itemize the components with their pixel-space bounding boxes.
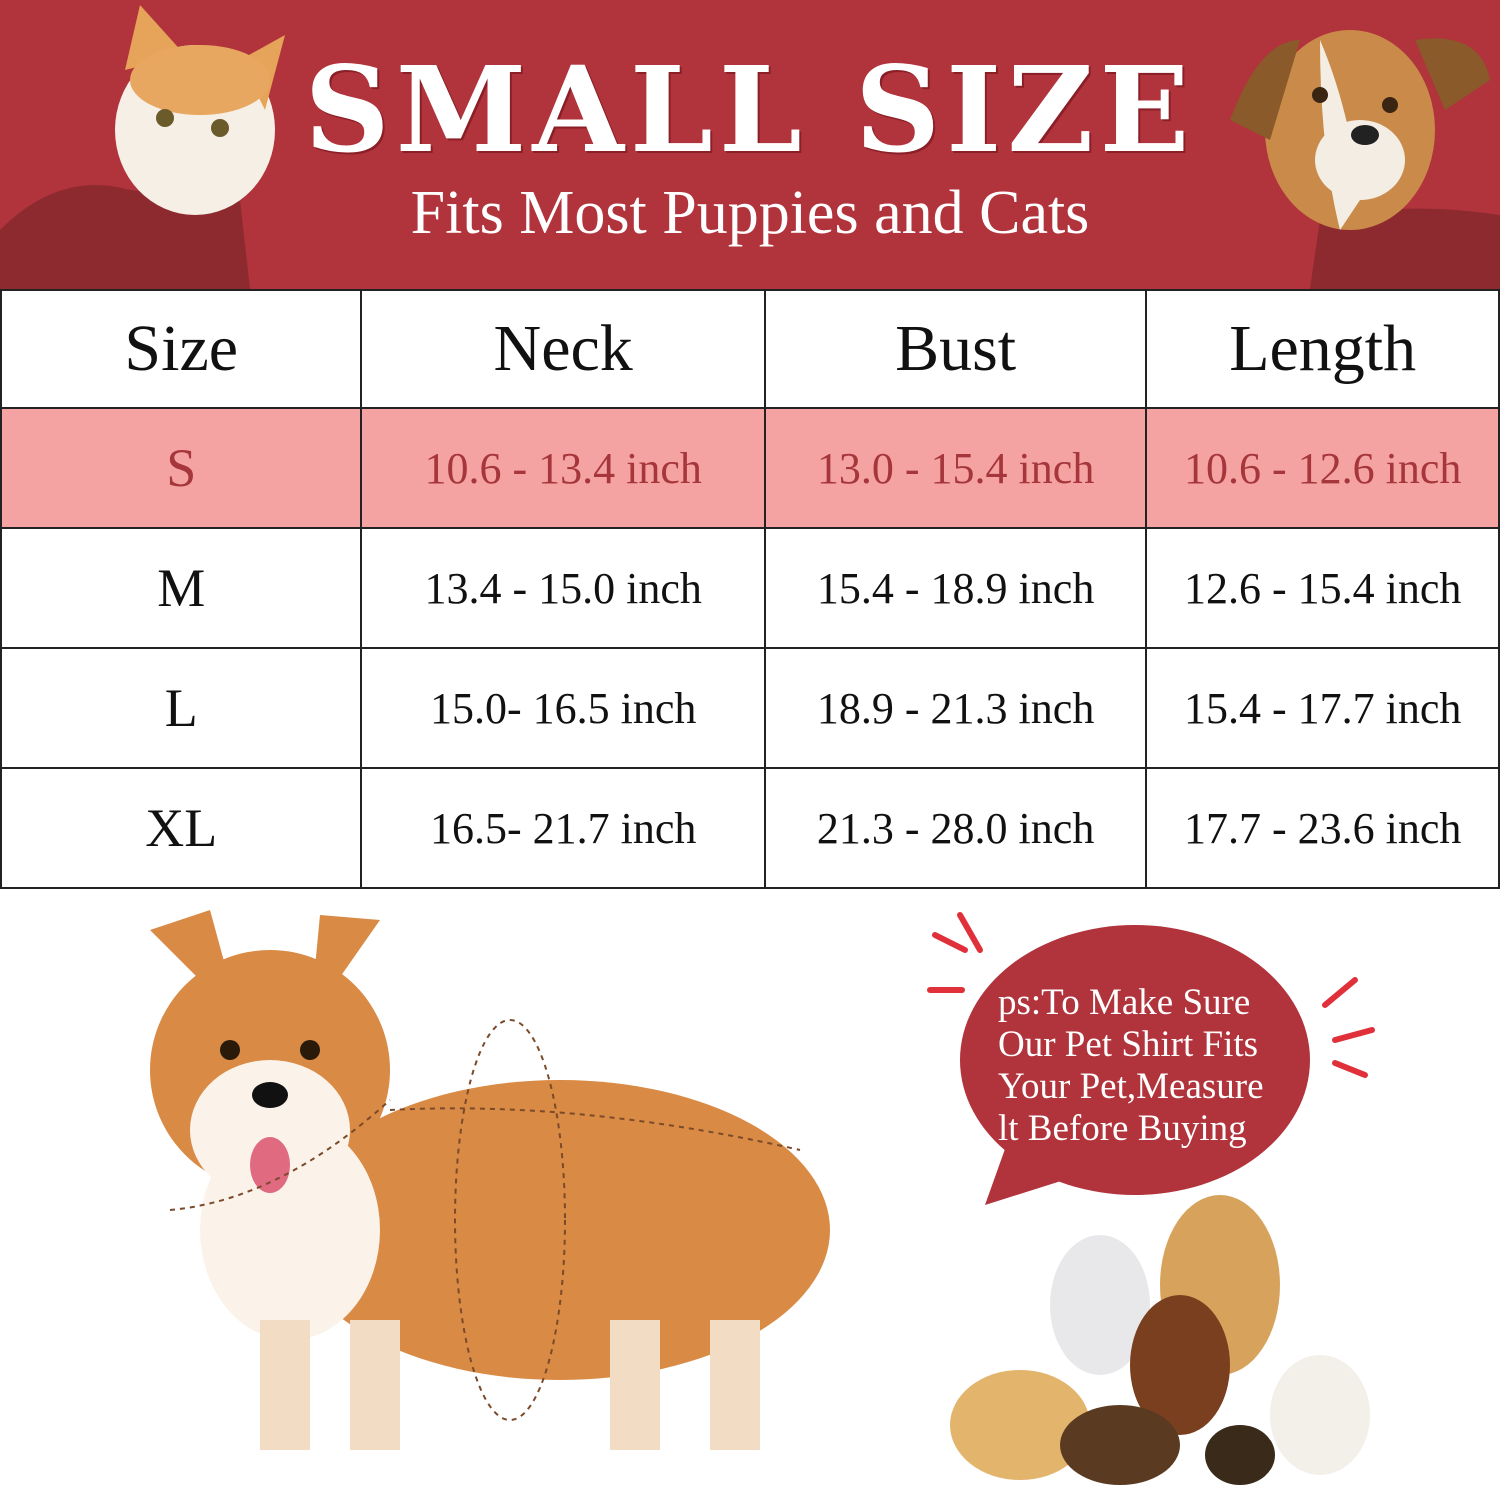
table-row: S 10.6 - 13.4 inch 13.0 - 15.4 inch 10.6… [0, 407, 1500, 529]
column-header-length: Length [1145, 289, 1500, 409]
size-cell: M [0, 527, 363, 649]
neck-cell: 15.0- 16.5 inch [360, 647, 766, 769]
note-line: Your Pet,Measure [998, 1066, 1264, 1107]
size-cell: S [0, 407, 363, 529]
dog-image [1230, 30, 1500, 289]
page-subtitle: Fits Most Puppies and Cats [410, 179, 1090, 247]
bust-cell: 21.3 - 28.0 inch [763, 767, 1148, 889]
table-row: M 13.4 - 15.0 inch 15.4 - 18.9 inch 12.6… [0, 527, 1500, 649]
length-cell: 17.7 - 23.6 inch [1145, 767, 1500, 889]
measure-note: ps:To Make Sure Our Pet Shirt Fits Your … [998, 982, 1264, 1150]
dog-group-image [950, 1195, 1370, 1485]
emphasis-lines-icon [927, 912, 1375, 1078]
size-chart-table: Size Neck Bust Length S 10.6 - 13.4 inch… [0, 289, 1500, 889]
note-line: ps:To Make Sure [998, 982, 1251, 1023]
table-header-row: Size Neck Bust Length [0, 289, 1500, 409]
cat-image [0, 5, 285, 289]
header-banner: SMALL SIZE Fits Most Puppies and Cats [0, 0, 1500, 289]
note-line: Our Pet Shirt Fits [998, 1024, 1259, 1065]
length-cell: 12.6 - 15.4 inch [1145, 527, 1500, 649]
length-cell: 15.4 - 17.7 inch [1145, 647, 1500, 769]
speech-bubble [927, 912, 1375, 1205]
corgi-image [150, 910, 830, 1450]
column-header-neck: Neck [360, 289, 766, 409]
neck-cell: 13.4 - 15.0 inch [360, 527, 766, 649]
table-row: L 15.0- 16.5 inch 18.9 - 21.3 inch 15.4 … [0, 647, 1500, 769]
neck-cell: 10.6 - 13.4 inch [360, 407, 766, 529]
bust-cell: 18.9 - 21.3 inch [763, 647, 1148, 769]
column-header-bust: Bust [763, 289, 1148, 409]
column-header-size: Size [0, 289, 363, 409]
bust-cell: 13.0 - 15.4 inch [763, 407, 1148, 529]
page-title: SMALL SIZE [304, 40, 1196, 179]
bust-cell: 15.4 - 18.9 inch [763, 527, 1148, 649]
size-cell: L [0, 647, 363, 769]
size-cell: XL [0, 767, 363, 889]
table-row: XL 16.5- 21.7 inch 21.3 - 28.0 inch 17.7… [0, 767, 1500, 889]
length-cell: 10.6 - 12.6 inch [1145, 407, 1500, 529]
note-line: lt Before Buying [998, 1108, 1247, 1149]
neck-cell: 16.5- 21.7 inch [360, 767, 766, 889]
